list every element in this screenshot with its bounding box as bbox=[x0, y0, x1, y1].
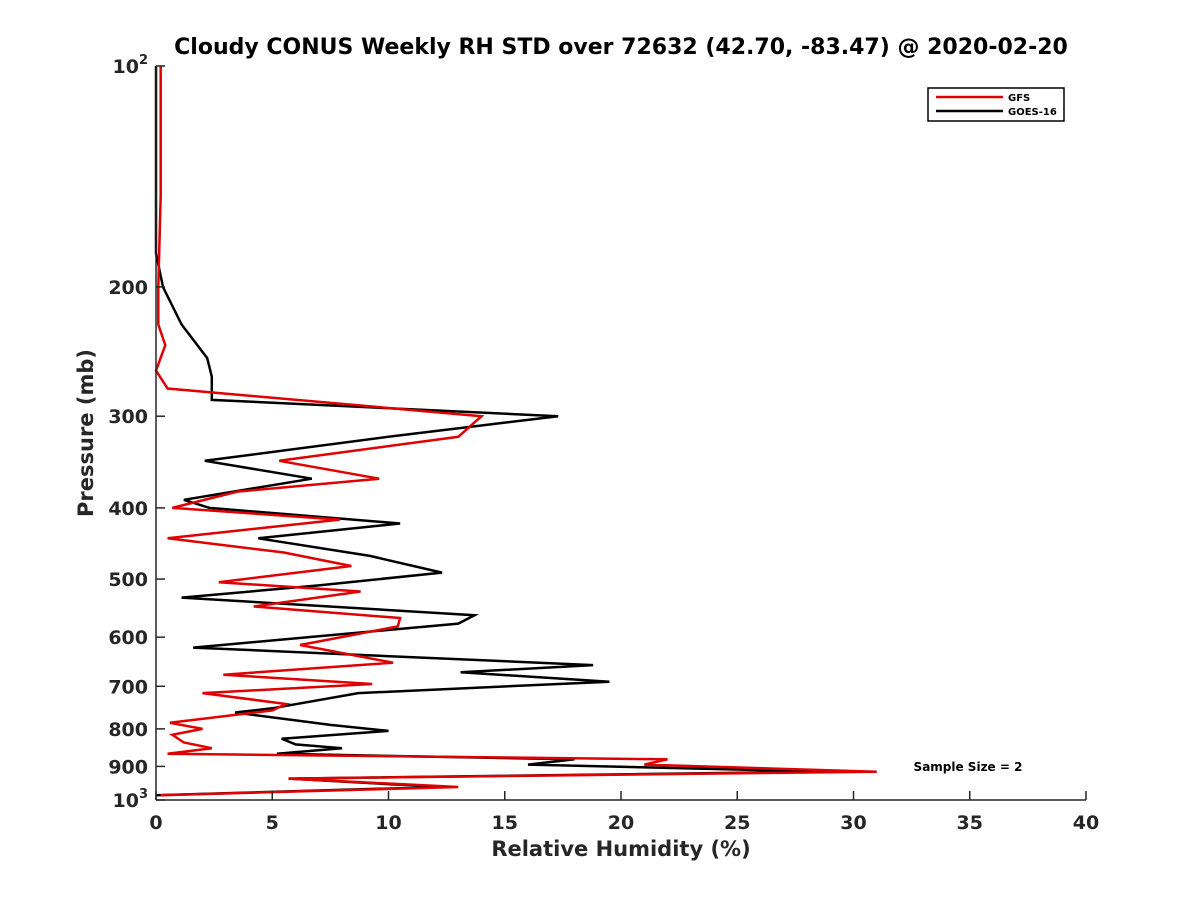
x-tick-label: 35 bbox=[957, 812, 983, 834]
x-tick-label: 40 bbox=[1073, 812, 1099, 834]
legend: GFS GOES-16 bbox=[927, 87, 1065, 122]
y-tick-label: 800 bbox=[108, 719, 148, 741]
y-tick-label: 900 bbox=[108, 756, 148, 778]
series-layer bbox=[154, 66, 877, 797]
y-tick-label-exponent: 2 bbox=[139, 53, 148, 68]
x-tick-label: 15 bbox=[492, 812, 518, 834]
x-axis-ticks: 0 5 10 15 20 25 30 35 40 bbox=[149, 791, 1099, 834]
y-tick-label: 200 bbox=[108, 277, 148, 299]
y-tick-label: 700 bbox=[108, 676, 148, 698]
x-axis-label: Relative Humidity (%) bbox=[491, 837, 750, 861]
x-tick-label: 5 bbox=[266, 812, 279, 834]
y-axis-label: Pressure (mb) bbox=[74, 349, 98, 517]
sample-size-annotation: Sample Size = 2 bbox=[914, 760, 1023, 774]
y-tick-label: 400 bbox=[108, 498, 148, 520]
legend-box bbox=[927, 87, 1065, 122]
legend-label-goes-16: GOES-16 bbox=[1008, 107, 1057, 118]
y-tick-label: 102 bbox=[113, 53, 149, 78]
x-tick-label: 30 bbox=[840, 812, 866, 834]
chart-title: Cloudy CONUS Weekly RH STD over 72632 (4… bbox=[174, 35, 1068, 60]
y-tick-label: 600 bbox=[108, 627, 148, 649]
y-tick-label-base: 10 bbox=[113, 790, 139, 812]
y-tick-label: 300 bbox=[108, 406, 148, 428]
x-tick-label: 20 bbox=[608, 812, 634, 834]
series-line-gfs bbox=[154, 66, 877, 797]
legend-label-gfs: GFS bbox=[1008, 93, 1030, 104]
y-tick-label-base: 10 bbox=[113, 56, 139, 78]
y-tick-label: 500 bbox=[108, 569, 148, 591]
y-tick-label-exponent: 3 bbox=[139, 787, 148, 802]
x-tick-label: 25 bbox=[724, 812, 750, 834]
x-tick-label: 0 bbox=[149, 812, 162, 834]
x-tick-label: 10 bbox=[375, 812, 401, 834]
y-tick-label: 103 bbox=[113, 787, 149, 812]
